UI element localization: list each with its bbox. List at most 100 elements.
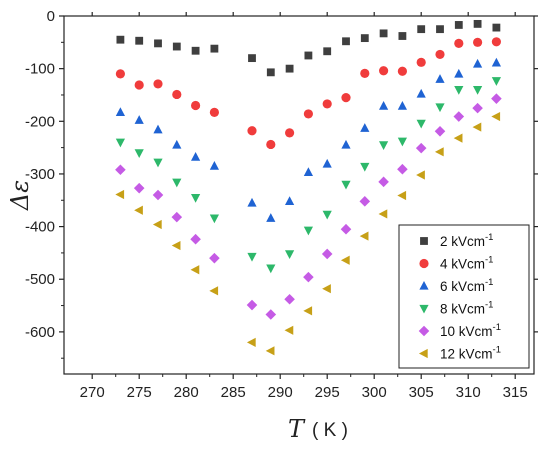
- data-point: [285, 250, 295, 260]
- data-point: [153, 158, 163, 168]
- data-point: [379, 141, 389, 151]
- data-point: [210, 44, 219, 53]
- data-point: [209, 286, 219, 296]
- data-point: [435, 103, 445, 113]
- data-point: [303, 306, 313, 316]
- data-point: [303, 226, 313, 236]
- x-tick-label: 275: [127, 384, 152, 401]
- y-tick-label: -200: [25, 113, 55, 130]
- data-point: [491, 111, 501, 122]
- data-point: [246, 337, 256, 348]
- data-point: [265, 309, 277, 320]
- data-point: [134, 149, 144, 158]
- data-point: [416, 88, 426, 98]
- data-point: [415, 142, 427, 154]
- axes: 270 275 280 285 290 295 300 305 310 315 0 -100 -200 -…: [25, 8, 538, 401]
- series-3: [115, 57, 501, 222]
- data-point: [379, 66, 389, 76]
- data-point: [397, 163, 408, 175]
- data-point: [416, 170, 425, 180]
- legend-marker: [420, 237, 428, 245]
- data-point: [360, 162, 370, 172]
- legend-label-superscript: -1: [485, 232, 493, 243]
- data-point: [115, 189, 125, 200]
- data-point: [247, 126, 257, 136]
- x-tick-label: 280: [174, 384, 199, 401]
- legend-label-text: 12 kVcm: [440, 347, 493, 362]
- data-point: [360, 68, 370, 78]
- data-point: [378, 176, 389, 188]
- y-tick-label: -100: [25, 61, 55, 78]
- legend-label-text: 10 kVcm: [440, 324, 493, 339]
- data-point: [322, 99, 332, 109]
- data-point: [209, 252, 220, 264]
- data-point: [303, 167, 313, 177]
- legend-label: 8 kVcm-1: [440, 300, 493, 317]
- series-6: [115, 111, 501, 356]
- y-axis-title: Δε: [6, 180, 34, 211]
- data-point: [492, 23, 501, 32]
- data-point: [209, 107, 219, 117]
- data-point: [473, 37, 483, 47]
- data-point: [284, 325, 294, 335]
- y-tick-label: -400: [25, 219, 55, 236]
- data-point: [454, 68, 464, 78]
- data-point: [436, 25, 444, 34]
- data-point: [266, 213, 276, 222]
- data-point: [209, 160, 219, 170]
- data-point: [265, 346, 275, 356]
- legend-marker: [419, 258, 429, 269]
- data-point: [323, 47, 332, 56]
- y-tick-label: -600: [25, 324, 55, 341]
- legend-label: 10 kVcm-1: [440, 322, 501, 339]
- data-point: [491, 93, 502, 104]
- legend-label-superscript: -1: [485, 300, 493, 311]
- data-point: [454, 38, 464, 48]
- series-2: [115, 37, 501, 150]
- data-point: [191, 100, 201, 111]
- data-point: [116, 35, 125, 44]
- data-point: [248, 54, 256, 63]
- legend-label: 4 kVcm-1: [440, 255, 493, 272]
- legend-label-superscript: -1: [493, 345, 501, 356]
- series-1: [116, 19, 501, 77]
- data-point: [454, 21, 463, 29]
- plot-frame: [63, 15, 535, 375]
- data-point: [472, 102, 483, 114]
- legend-label: 2 kVcm-1: [440, 232, 493, 249]
- data-point: [434, 126, 446, 137]
- x-tick-label: 270: [80, 384, 105, 401]
- data-point: [134, 115, 144, 124]
- data-point: [266, 68, 275, 77]
- x-tick-label: 290: [268, 384, 293, 401]
- data-point: [397, 190, 407, 201]
- legend-label-text: 4 kVcm: [440, 257, 485, 272]
- x-tick-label: 300: [362, 384, 387, 401]
- data-point: [115, 138, 125, 148]
- data-point: [303, 109, 313, 119]
- data-point: [453, 111, 465, 122]
- data-point: [341, 180, 351, 190]
- data-point: [152, 219, 162, 230]
- data-point: [378, 209, 388, 219]
- x-tick-label: 315: [503, 384, 528, 401]
- legend-marker: [419, 280, 429, 290]
- data-point: [247, 252, 257, 262]
- data-point: [172, 178, 182, 188]
- data-point: [154, 39, 162, 48]
- data-point: [115, 69, 125, 79]
- data-point: [190, 233, 201, 245]
- data-point: [340, 255, 350, 265]
- data-point: [321, 248, 333, 260]
- data-point: [359, 196, 371, 207]
- data-point: [134, 80, 144, 90]
- data-point: [171, 211, 183, 223]
- data-point: [191, 193, 201, 203]
- legend-label-superscript: -1: [485, 277, 493, 288]
- legend-marker: [418, 325, 430, 337]
- data-point: [379, 100, 389, 110]
- data-point: [359, 231, 369, 241]
- data-point: [285, 64, 294, 73]
- data-point: [322, 158, 332, 168]
